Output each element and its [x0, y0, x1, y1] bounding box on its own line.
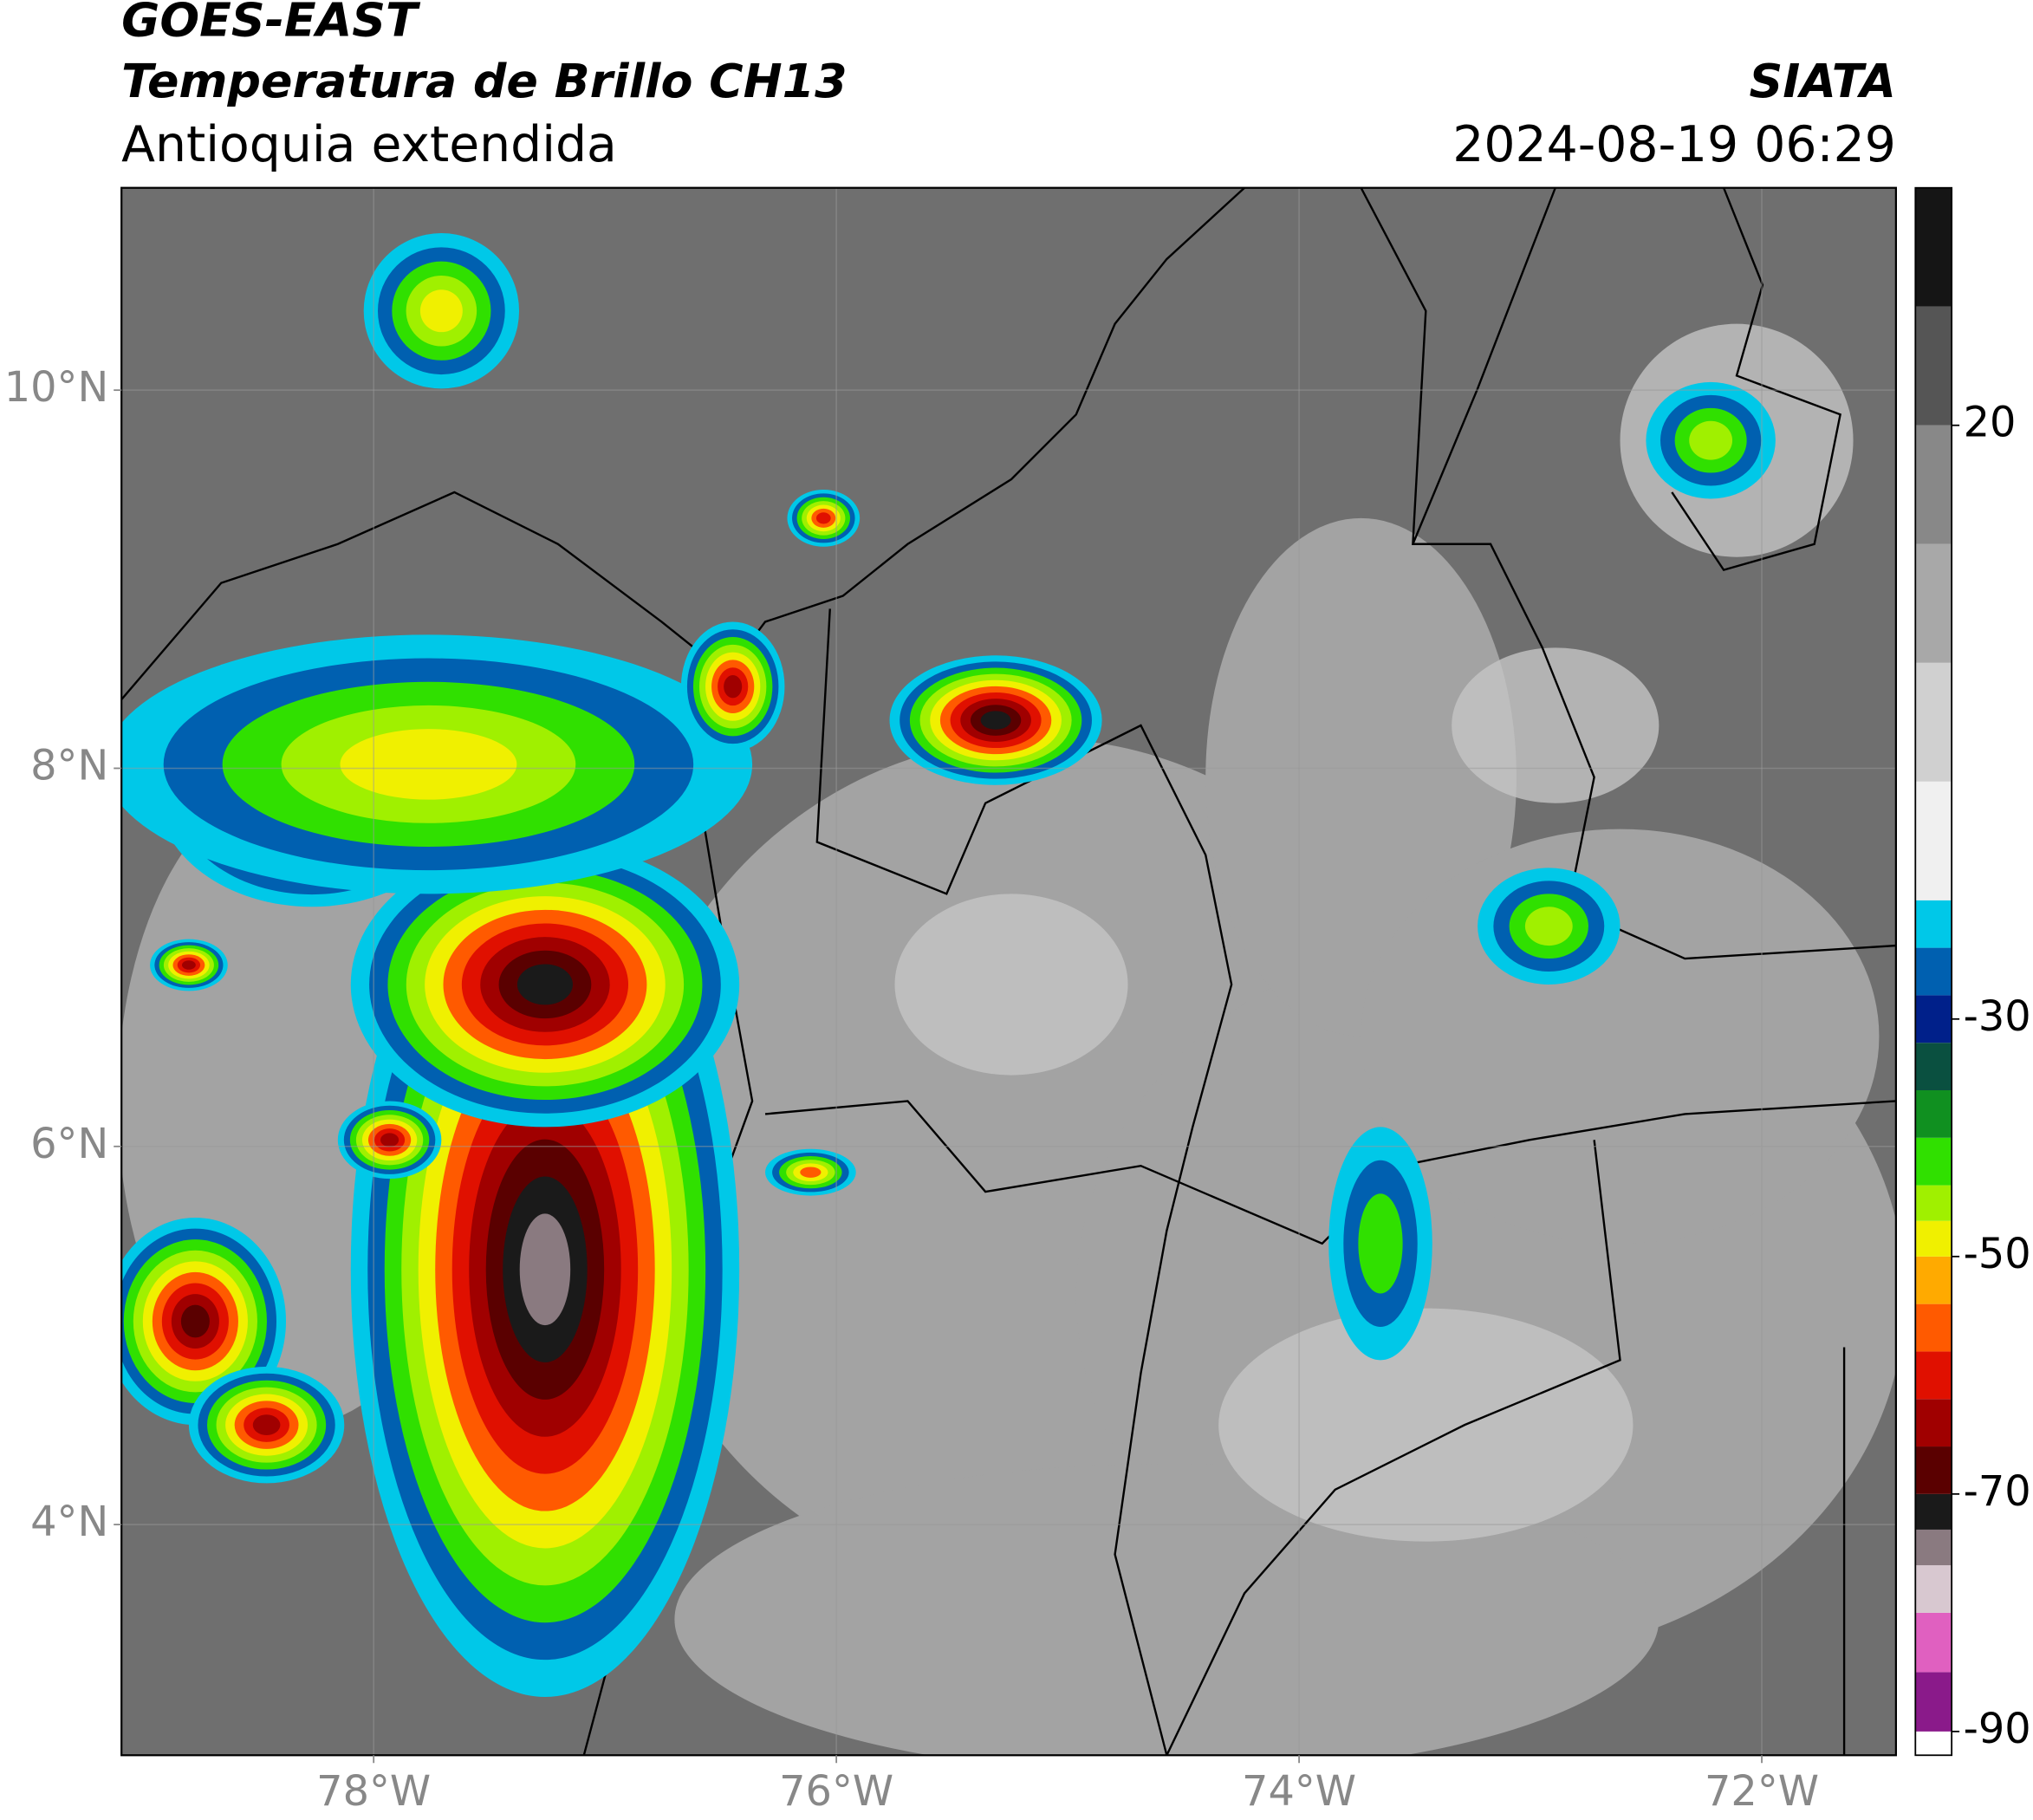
colorbar-band — [1915, 1256, 1952, 1304]
colorbar-band — [1915, 1137, 1952, 1186]
cloud-top — [724, 674, 743, 699]
cloud-top — [380, 1133, 399, 1147]
colorbar-band — [1915, 1303, 1952, 1352]
colorbar-tick-label: -70 — [1964, 1468, 2031, 1516]
colorbar-band — [1915, 781, 1952, 900]
colorbar-band — [1915, 947, 1952, 996]
cloud-top — [519, 1213, 571, 1326]
colorbar-band — [1915, 425, 1952, 544]
colorbar-band — [1915, 543, 1952, 663]
x-tick-label: 78°W — [316, 1768, 431, 1816]
colorbar-band — [1915, 1399, 1952, 1447]
cloud-top — [1358, 1193, 1403, 1294]
datetime: 2024-08-19 06:29 — [1452, 116, 1896, 173]
subtitle: Temperatura de Brillo CH13 — [121, 54, 847, 108]
cloud-top — [1689, 420, 1733, 460]
colorbar-band — [1915, 1731, 1952, 1756]
colorbar-band — [1915, 1446, 1952, 1494]
x-tick-label: 74°W — [1242, 1768, 1356, 1816]
colorbar-tick-label: -90 — [1964, 1706, 2031, 1753]
cloud-top — [516, 964, 573, 1005]
colorbar: -90 -70 -50 -30 20 — [1915, 187, 2031, 1756]
colorbar-tick-label: -50 — [1964, 1231, 2031, 1278]
colorbar-band — [1915, 1043, 1952, 1091]
y-tick-label: 6°N — [30, 1121, 108, 1168]
y-tick-label: 4°N — [30, 1498, 108, 1546]
x-tick-label: 76°W — [779, 1768, 893, 1816]
cloud-top — [252, 1414, 281, 1435]
agency: SIATA — [1749, 54, 1895, 108]
colorbar-band — [1915, 1493, 1952, 1530]
colorbar-band — [1915, 1351, 1952, 1400]
cloud-top — [815, 512, 831, 524]
colorbar-band — [1915, 1672, 1952, 1732]
cloud-top — [340, 729, 517, 800]
cloud-top — [800, 1167, 822, 1178]
colorbar-band — [1915, 995, 1952, 1043]
colorbar-band — [1915, 1529, 1952, 1566]
colorbar-band — [1915, 1090, 1952, 1138]
colorbar-frame — [1914, 186, 1953, 1757]
y-tick-label: 10°N — [4, 364, 109, 412]
region: Antioquia extendida — [121, 116, 617, 173]
colorbar-band — [1915, 187, 1952, 307]
cloud-top — [180, 1304, 210, 1338]
cloud-top — [181, 960, 196, 970]
cloud-top — [419, 289, 463, 333]
colorbar-band — [1915, 900, 1952, 948]
cloud-top — [980, 711, 1011, 730]
cloud-top — [1524, 907, 1573, 946]
title: GOES-EAST — [121, 0, 421, 48]
map-frame — [120, 186, 1897, 1757]
map — [121, 187, 1896, 1756]
colorbar-tick-label: 20 — [1964, 400, 2017, 447]
colorbar-band — [1915, 1185, 1952, 1221]
colorbar-band — [1915, 1565, 1952, 1613]
x-tick-label: 72°W — [1705, 1768, 1819, 1816]
colorbar-band — [1915, 1220, 1952, 1257]
colorbar-band — [1915, 1612, 1952, 1673]
colorbar-band — [1915, 306, 1952, 426]
colorbar-tick-label: -30 — [1964, 993, 2031, 1041]
colorbar-band — [1915, 662, 1952, 782]
y-tick-label: 8°N — [30, 742, 108, 790]
